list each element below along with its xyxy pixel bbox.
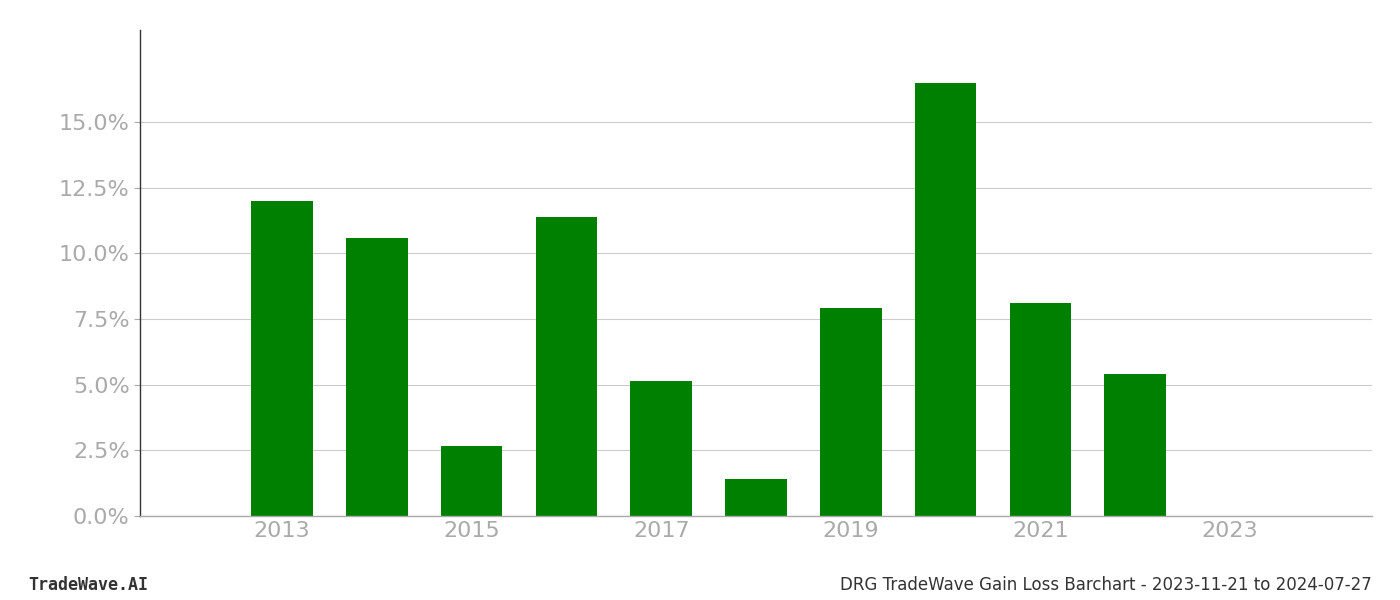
Text: TradeWave.AI: TradeWave.AI	[28, 576, 148, 594]
Bar	[820, 308, 882, 516]
Bar	[630, 381, 692, 516]
Bar	[1105, 374, 1166, 516]
Bar	[725, 479, 787, 516]
Bar	[252, 201, 314, 516]
Bar	[1009, 303, 1071, 516]
Bar	[441, 446, 503, 516]
Text: DRG TradeWave Gain Loss Barchart - 2023-11-21 to 2024-07-27: DRG TradeWave Gain Loss Barchart - 2023-…	[840, 576, 1372, 594]
Bar	[914, 83, 976, 516]
Bar	[346, 238, 407, 516]
Bar	[536, 217, 598, 516]
